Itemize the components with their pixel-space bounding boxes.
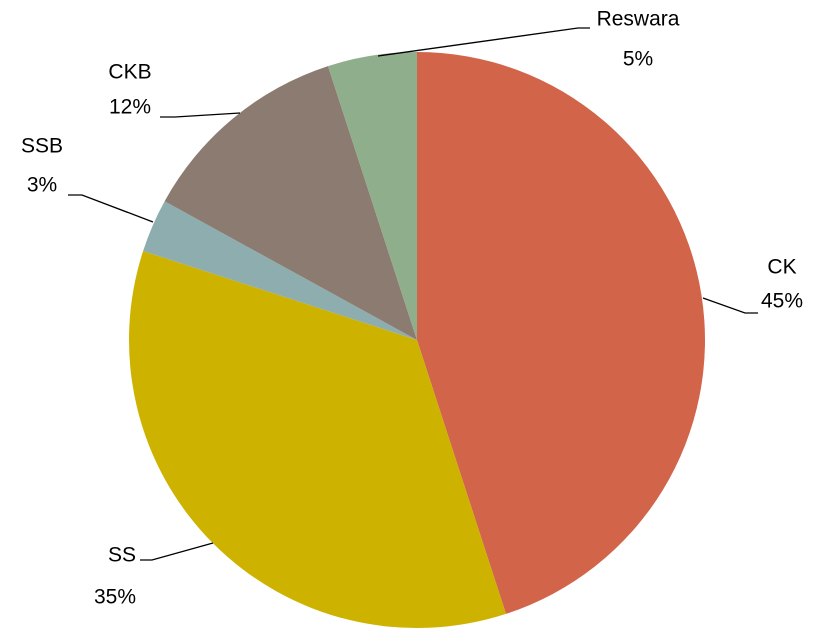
leader-line: [160, 112, 241, 118]
leader-line: [377, 27, 590, 57]
pie-slice: [328, 52, 417, 340]
pie-slice: [128, 251, 506, 628]
slice-value-label: 3%: [27, 174, 57, 197]
slice-label: SS: [108, 544, 136, 567]
leader-line: [140, 542, 214, 561]
leader-line: [702, 297, 758, 314]
leader-line: [68, 194, 154, 223]
slice-label: Reswara: [597, 8, 680, 31]
slice-label: CK: [767, 256, 796, 279]
slice-label: SSB: [21, 135, 63, 158]
slice-label: CKB: [108, 61, 151, 84]
pie-slice: [417, 52, 705, 614]
slice-value-label: 12%: [109, 96, 151, 119]
slice-value-label: 35%: [94, 586, 136, 609]
slice-value-label: 5%: [623, 48, 653, 71]
pie-slice: [164, 66, 417, 340]
pie-slice: [143, 201, 418, 340]
slice-value-label: 45%: [761, 290, 803, 313]
